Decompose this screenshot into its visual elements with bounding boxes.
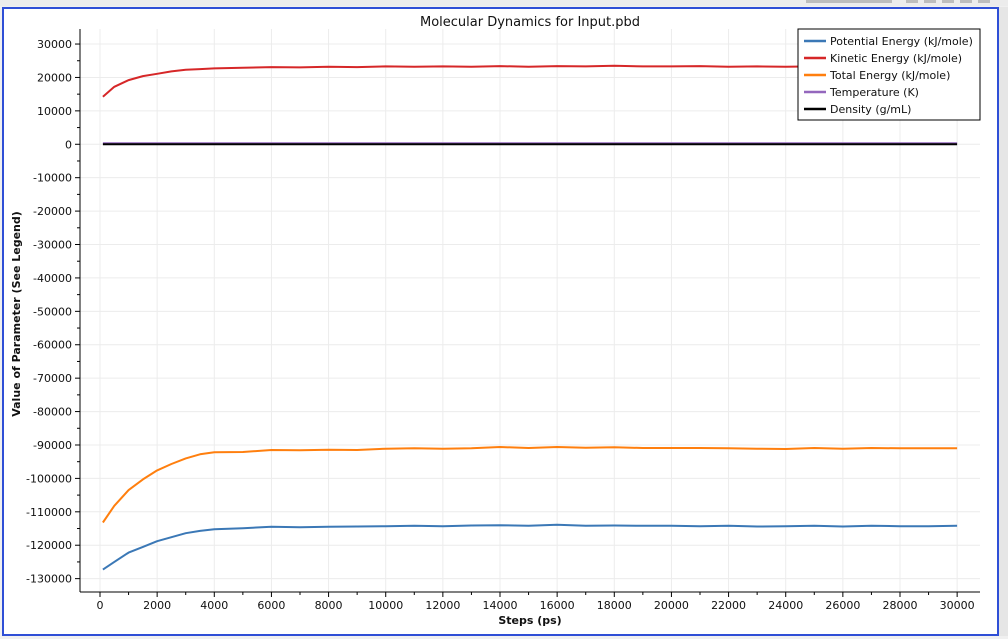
x-tick-label: 6000 (257, 599, 285, 612)
x-tick-label: 26000 (825, 599, 860, 612)
x-tick-label: 22000 (711, 599, 746, 612)
x-tick-label: 30000 (940, 599, 975, 612)
y-tick-label: -20000 (33, 205, 72, 218)
x-tick-label: 18000 (597, 599, 632, 612)
toolbar-button[interactable] (960, 0, 972, 3)
y-tick-label: -60000 (33, 339, 72, 352)
toolbar-control[interactable] (806, 0, 892, 3)
x-axis-label: Steps (ps) (498, 614, 561, 627)
series-line-1 (102, 64, 958, 98)
y-tick-label: -70000 (33, 372, 72, 385)
x-tick-label: 24000 (768, 599, 803, 612)
legend-entry: Kinetic Energy (kJ/mole) (830, 52, 962, 65)
y-tick-label: -90000 (33, 439, 72, 452)
y-tick-label: 30000 (37, 38, 72, 51)
x-tick-label: 8000 (315, 599, 343, 612)
toolbar-button[interactable] (942, 0, 954, 3)
grid (80, 29, 980, 592)
legend-entry: Density (g/mL) (830, 103, 911, 116)
x-tick-label: 16000 (540, 599, 575, 612)
x-tick-label: 2000 (143, 599, 171, 612)
toolbar-button[interactable] (978, 0, 990, 3)
legend-entry: Total Energy (kJ/mole) (829, 69, 950, 82)
legend-box (797, 28, 981, 121)
x-tick-label: 4000 (200, 599, 228, 612)
right-scrollbar[interactable] (999, 7, 1008, 636)
legend-entry: Potential Energy (kJ/mole) (830, 35, 973, 48)
line-chart: 0 2000 4000 6000 8000 10000 12000 14000 16000 180… (10, 15, 981, 627)
y-tick-label: 10000 (37, 105, 72, 118)
y-tick-label: 20000 (37, 71, 72, 84)
legend-entry: Temperature (K) (829, 86, 919, 99)
x-tick-label: 20000 (654, 599, 689, 612)
y-tick-label: -50000 (33, 305, 72, 318)
series-line-2 (102, 446, 958, 524)
chart-view-panel[interactable]: 0 2000 4000 6000 8000 10000 12000 14000 16000 180… (2, 7, 999, 636)
axes: 0 2000 4000 6000 8000 10000 12000 14000 16000 180… (26, 29, 980, 612)
x-tick-label: 28000 (883, 599, 918, 612)
x-tick-label: 0 (97, 599, 104, 612)
x-tick-label: 10000 (368, 599, 403, 612)
series-line-0 (102, 523, 958, 571)
series-lines (102, 64, 958, 571)
x-tick-label: 12000 (425, 599, 460, 612)
legend: Potential Energy (kJ/mole) Kinetic Energy… (797, 28, 981, 121)
y-tick-label: -30000 (33, 239, 72, 252)
y-axis-label: Value of Parameter (See Legend) (10, 211, 23, 417)
chart-title: Molecular Dynamics for Input.pbd (420, 15, 640, 30)
y-tick-label: -100000 (26, 472, 72, 485)
toolbar-button[interactable] (924, 0, 936, 3)
y-tick-label: 0 (65, 138, 72, 151)
toolbar-button[interactable] (906, 0, 918, 3)
y-tick-label: -80000 (33, 406, 72, 419)
y-tick-label: -130000 (26, 573, 72, 586)
y-tick-label: -110000 (26, 506, 72, 519)
x-tick-label: 14000 (483, 599, 518, 612)
top-toolbar-strip (0, 0, 1008, 6)
y-tick-label: -40000 (33, 272, 72, 285)
y-tick-label: -10000 (33, 172, 72, 185)
y-tick-label: -120000 (26, 539, 72, 552)
